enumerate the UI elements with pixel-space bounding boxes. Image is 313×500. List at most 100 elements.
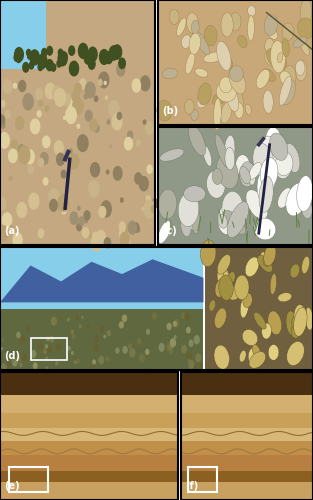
Ellipse shape	[265, 38, 274, 54]
Circle shape	[135, 173, 142, 184]
Circle shape	[13, 360, 17, 366]
Ellipse shape	[197, 92, 210, 108]
Circle shape	[16, 117, 23, 130]
Circle shape	[126, 240, 130, 245]
Circle shape	[13, 233, 22, 248]
Text: (e): (e)	[4, 481, 19, 491]
Ellipse shape	[269, 133, 288, 160]
Ellipse shape	[169, 9, 179, 24]
Circle shape	[171, 339, 175, 346]
Circle shape	[185, 313, 189, 320]
Circle shape	[93, 360, 95, 364]
Ellipse shape	[262, 323, 271, 339]
Circle shape	[77, 224, 81, 230]
Ellipse shape	[215, 279, 226, 297]
Circle shape	[84, 210, 90, 220]
Ellipse shape	[281, 80, 295, 105]
Ellipse shape	[222, 192, 243, 225]
Ellipse shape	[291, 322, 303, 338]
Circle shape	[112, 54, 115, 60]
Circle shape	[143, 120, 146, 124]
Circle shape	[69, 149, 72, 154]
Circle shape	[36, 88, 43, 100]
Circle shape	[100, 50, 109, 64]
Ellipse shape	[236, 155, 250, 176]
Bar	[0, 247, 313, 370]
Circle shape	[45, 106, 49, 112]
Circle shape	[140, 354, 144, 362]
Circle shape	[187, 354, 191, 360]
Circle shape	[33, 356, 34, 358]
Ellipse shape	[228, 272, 235, 284]
Circle shape	[96, 230, 106, 246]
Circle shape	[42, 48, 47, 56]
Ellipse shape	[288, 158, 295, 172]
Circle shape	[13, 83, 16, 88]
Circle shape	[53, 86, 61, 100]
Ellipse shape	[264, 244, 276, 266]
Ellipse shape	[223, 210, 246, 234]
FancyBboxPatch shape	[181, 470, 313, 482]
Circle shape	[78, 135, 88, 152]
Ellipse shape	[248, 16, 254, 41]
Ellipse shape	[280, 71, 291, 86]
Ellipse shape	[191, 110, 198, 120]
Circle shape	[66, 107, 76, 124]
Ellipse shape	[239, 350, 246, 362]
FancyBboxPatch shape	[158, 0, 313, 125]
Ellipse shape	[158, 189, 177, 219]
Ellipse shape	[260, 158, 278, 188]
Ellipse shape	[287, 342, 304, 365]
Ellipse shape	[257, 172, 270, 203]
Circle shape	[1, 100, 5, 107]
Ellipse shape	[217, 267, 229, 285]
FancyBboxPatch shape	[181, 372, 313, 500]
Bar	[31, 338, 67, 360]
Ellipse shape	[214, 345, 229, 370]
Ellipse shape	[259, 176, 273, 212]
Circle shape	[69, 46, 74, 56]
Bar	[0, 0, 155, 245]
Ellipse shape	[299, 38, 309, 56]
FancyBboxPatch shape	[0, 0, 54, 74]
Ellipse shape	[266, 48, 286, 70]
Circle shape	[142, 208, 144, 210]
Circle shape	[47, 337, 49, 340]
Circle shape	[120, 232, 129, 246]
Circle shape	[88, 58, 95, 70]
Ellipse shape	[254, 312, 266, 329]
Ellipse shape	[235, 275, 249, 300]
Circle shape	[32, 350, 36, 357]
Circle shape	[148, 212, 151, 217]
Circle shape	[54, 140, 63, 155]
Circle shape	[85, 82, 95, 98]
Ellipse shape	[294, 308, 307, 336]
Circle shape	[70, 212, 78, 224]
Ellipse shape	[264, 14, 278, 36]
FancyBboxPatch shape	[0, 0, 155, 245]
Circle shape	[91, 234, 102, 250]
Circle shape	[77, 358, 80, 362]
Circle shape	[30, 119, 40, 134]
Circle shape	[187, 332, 189, 334]
Circle shape	[189, 360, 194, 368]
Circle shape	[128, 131, 133, 139]
Circle shape	[77, 124, 80, 128]
Circle shape	[109, 46, 118, 60]
Circle shape	[44, 178, 48, 185]
Circle shape	[94, 346, 98, 351]
Circle shape	[90, 119, 97, 131]
Ellipse shape	[207, 170, 225, 198]
Ellipse shape	[209, 300, 216, 311]
Ellipse shape	[191, 202, 200, 234]
Bar	[9, 466, 48, 492]
Circle shape	[0, 226, 8, 241]
FancyBboxPatch shape	[181, 395, 313, 413]
Circle shape	[106, 357, 109, 360]
Circle shape	[72, 91, 79, 102]
Circle shape	[41, 152, 48, 164]
Circle shape	[92, 232, 98, 242]
Circle shape	[0, 198, 6, 210]
FancyBboxPatch shape	[0, 413, 178, 428]
Circle shape	[1, 122, 5, 128]
